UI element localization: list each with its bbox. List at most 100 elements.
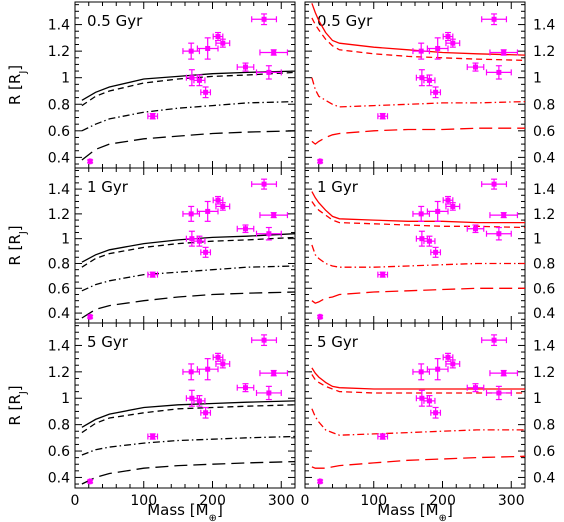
data-point [489,369,519,377]
data-marker [205,208,211,214]
data-marker [196,398,202,404]
y-tick-label: 1 [533,71,542,87]
data-point [193,235,206,247]
series-line-dash-dot [81,100,295,132]
data-point [251,178,278,190]
data-point [200,86,212,99]
data-marker [450,203,456,209]
x-tick-label: 100 [130,493,157,509]
y-axis-label: R [RJ] [6,385,29,425]
data-marker [266,231,272,237]
data-marker [501,370,507,376]
data-marker [188,369,194,375]
data-marker [189,236,195,242]
y-tick-label: 0.6 [48,124,70,140]
data-marker [87,478,93,484]
data-point [466,224,485,234]
y-tick-label: 1 [533,391,542,407]
x-tick-label: 100 [360,493,387,509]
series-line-dashed [311,374,525,394]
data-marker [189,75,195,81]
data-point [196,200,219,222]
data-marker [496,69,502,75]
y-tick-label: 1 [61,391,70,407]
data-point [426,37,449,60]
panel-top-right: 0.4 0.6 0.8 1 1.2 1.4 0.5 Gyr [304,1,555,169]
data-point [147,433,159,440]
data-point [481,178,508,190]
y-tick-label: 0.8 [48,256,70,272]
panel-title: 1 Gyr [87,178,129,196]
data-point [255,226,282,241]
data-marker [418,369,424,375]
y-tick-label: 0.8 [533,97,555,113]
data-point [196,37,219,60]
data-point [430,406,442,419]
data-marker [243,64,248,70]
data-point [445,359,461,369]
data-marker [435,366,441,372]
y-tick-label: 0.8 [533,256,555,272]
data-point [489,49,519,56]
data-marker [150,113,156,119]
data-marker [473,64,478,70]
y-tick-label: 1.4 [48,182,70,198]
data-marker [426,398,432,404]
y-tick-label: 1.4 [533,338,555,354]
y-tick-label: 0.8 [48,418,70,434]
data-point [442,31,454,42]
data-point [412,205,431,222]
data-point [251,13,278,26]
data-marker [205,366,211,372]
data-marker [150,272,156,278]
data-marker [205,45,211,51]
data-point [185,230,198,247]
data-point [466,383,485,393]
data-marker [433,89,439,95]
series-line-solid [81,400,295,428]
data-marker [473,226,478,232]
series-line-dash-dot [311,408,525,436]
series-line-dash-dot [81,435,295,456]
data-marker [433,410,439,416]
data-point [377,433,389,440]
y-tick-label: 1.2 [48,207,70,223]
series-line-long-dash [311,127,525,145]
data-point [426,358,449,381]
data-point [182,363,201,381]
data-marker [188,211,194,217]
y-tick-label: 1.2 [48,44,70,60]
data-point [87,313,94,320]
data-point [481,13,508,26]
data-point [481,334,508,347]
data-point [485,385,512,401]
data-point [147,271,159,278]
y-tick-label: 1.4 [48,338,70,354]
data-marker [435,45,441,51]
data-marker [501,212,507,218]
panel-bottom-left: 0.4 0.6 0.8 1 1.2 1.4 0 100 200 300 5 Gyr [48,322,296,509]
data-point [377,271,389,278]
y-tick-label: 0.6 [533,124,555,140]
data-point [259,212,289,219]
y-tick-label: 0.4 [48,470,70,486]
data-marker [196,238,202,244]
data-marker [243,226,248,232]
data-marker [189,395,195,401]
series-line-solid [311,367,525,390]
y-tick-label: 0.6 [533,281,555,297]
data-marker [203,410,209,416]
data-marker [261,337,267,343]
data-marker [450,40,456,46]
series-line-long-dash [81,460,295,485]
data-point [412,363,431,381]
data-point [415,230,428,247]
data-marker [419,395,425,401]
x-tick-label: 300 [498,493,525,509]
data-marker [496,390,502,396]
data-point [377,112,389,120]
data-point [185,69,198,87]
data-point [200,246,212,258]
data-point [415,69,428,87]
data-point [317,478,324,485]
